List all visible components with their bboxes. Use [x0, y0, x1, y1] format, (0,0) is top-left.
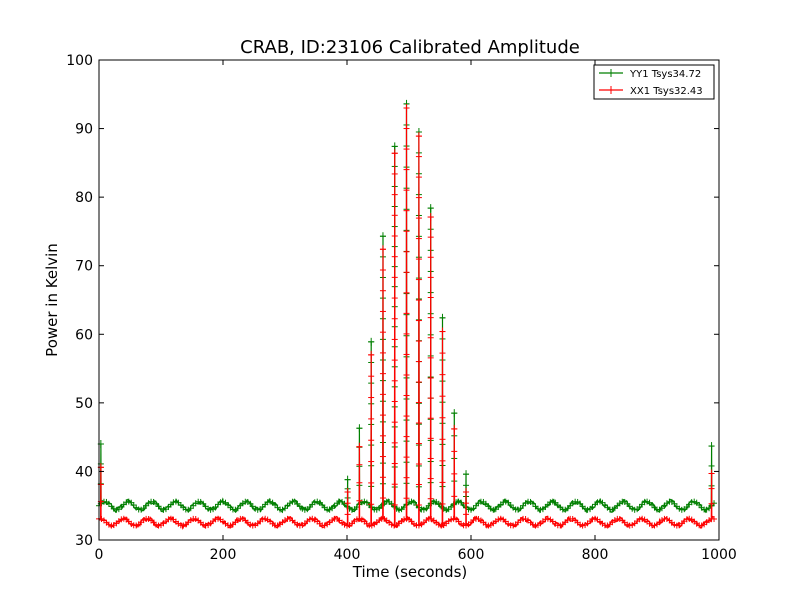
- plot-area: [99, 60, 719, 540]
- legend-label-xx1: XX1 Tsys32.43: [630, 86, 703, 97]
- tick-layer: 0 200 400 600 800 1000 30 40 50 60 70 80 90 100: [66, 53, 737, 563]
- legend: YY1 Tsys34.72 XX1 Tsys32.43: [593, 64, 715, 100]
- y-tick-label: 50: [75, 396, 93, 412]
- x-tick-label: 0: [95, 547, 104, 563]
- x-tick-label: 400: [334, 547, 361, 563]
- y-tick-label: 70: [75, 259, 93, 275]
- legend-label-yy1: YY1 Tsys34.72: [629, 69, 701, 80]
- x-axis-label: Time (seconds): [352, 563, 468, 581]
- y-tick-label: 80: [75, 190, 93, 206]
- plot-frame: [98, 59, 720, 541]
- series-layer: [96, 99, 718, 530]
- y-tick-label: 40: [75, 464, 93, 480]
- y-tick-label: 30: [75, 533, 93, 549]
- y-tick-label: 100: [66, 53, 93, 69]
- legend-box: [593, 64, 715, 100]
- y-tick-label: 90: [75, 122, 93, 138]
- chart-title: CRAB, ID:23106 Calibrated Amplitude: [240, 37, 580, 58]
- x-tick-label: 1000: [701, 547, 737, 563]
- y-tick-label: 60: [75, 327, 93, 343]
- x-tick-label: 600: [458, 547, 485, 563]
- x-tick-label: 800: [582, 547, 609, 563]
- y-axis-label: Power in Kelvin: [43, 243, 61, 357]
- x-tick-label: 200: [210, 547, 237, 563]
